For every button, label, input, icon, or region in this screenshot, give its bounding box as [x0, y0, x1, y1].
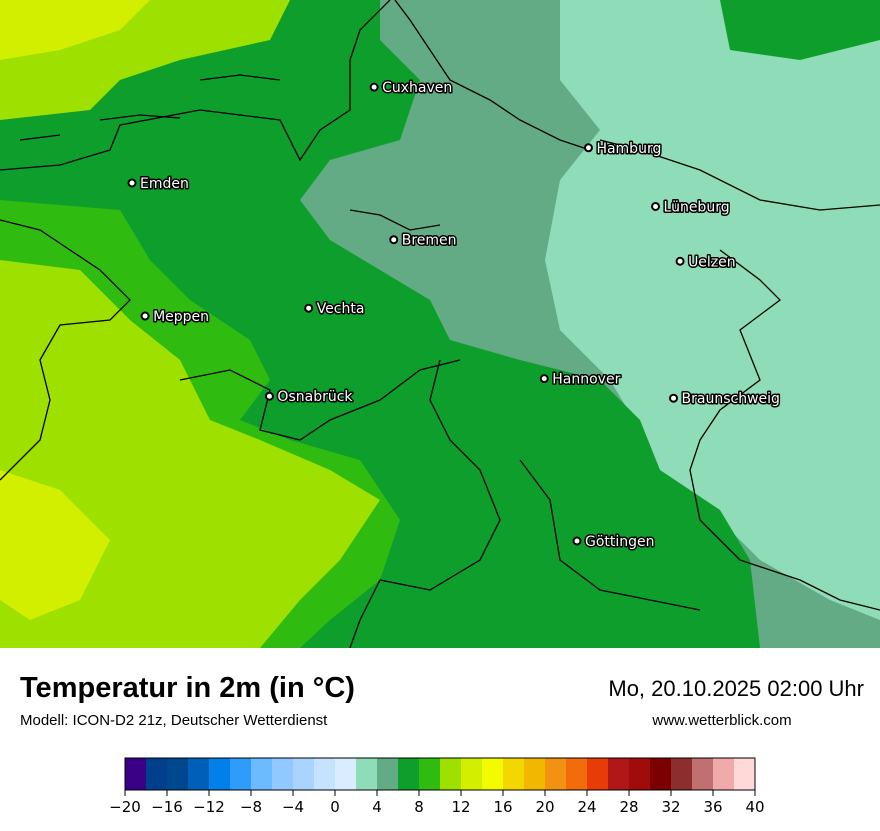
borders — [0, 0, 880, 648]
legend-swatch — [671, 758, 693, 790]
city-dot — [264, 391, 274, 401]
legend-swatch — [356, 758, 378, 790]
legend-tick-label: 8 — [414, 798, 424, 816]
city-label: Hannover — [552, 372, 620, 388]
legend-swatch — [251, 758, 273, 790]
city-label: Osnabrück — [277, 389, 353, 405]
legend-tick-label: −8 — [240, 798, 262, 816]
map-title: Temperatur in 2m (in °C) — [20, 672, 355, 704]
legend-swatch — [293, 758, 315, 790]
city-dot — [304, 303, 314, 313]
legend-tick-label: 16 — [493, 798, 512, 816]
legend-swatch — [734, 758, 756, 790]
city-dot — [127, 178, 137, 188]
legend-tick-label: 24 — [577, 798, 596, 816]
color-legend: −20 −16 −12 −8 −4 0 4 8 12 16 20 24 28 32 36 40 — [100, 754, 780, 826]
city-dot — [389, 235, 399, 245]
legend-tick-label: 40 — [745, 798, 764, 816]
city-label: Vechta — [317, 301, 365, 317]
city-dot — [140, 311, 150, 321]
temperature-map[interactable]: Cuxhaven Hamburg Emden Lüneburg Bremen Uelzen… — [0, 0, 880, 648]
legend-tick-label: 4 — [372, 798, 382, 816]
legend-swatch — [608, 758, 630, 790]
legend-swatch — [503, 758, 525, 790]
website-link[interactable]: www.wetterblick.com — [652, 712, 792, 729]
temp-field-8c-ne — [720, 0, 880, 60]
legend-swatch — [419, 758, 441, 790]
city-dot — [572, 536, 582, 546]
city-markers: Cuxhaven Hamburg Emden Lüneburg Bremen Uelzen… — [127, 79, 781, 552]
legend-swatch — [566, 758, 588, 790]
city-dot — [539, 374, 549, 384]
legend-tick-label: −12 — [193, 798, 225, 816]
city-label: Meppen — [153, 309, 209, 325]
legend-swatch — [167, 758, 189, 790]
city-dot — [675, 256, 685, 266]
city-label: Cuxhaven — [382, 80, 452, 96]
city-label: Uelzen — [688, 254, 736, 270]
city-label: Hamburg — [596, 141, 661, 157]
temp-field-14c-sw — [0, 470, 110, 620]
legend-tick-label: 12 — [451, 798, 470, 816]
legend-tick-label: 20 — [535, 798, 554, 816]
legend-swatch — [545, 758, 567, 790]
legend-swatch — [272, 758, 294, 790]
legend-tick-label: −4 — [282, 798, 304, 816]
legend-tick-label: 28 — [619, 798, 638, 816]
legend-swatch — [125, 758, 147, 790]
legend-tick-label: 36 — [703, 798, 722, 816]
city-dot — [369, 82, 379, 92]
city-label: Emden — [140, 176, 189, 192]
legend-swatch — [398, 758, 420, 790]
legend-swatch — [482, 758, 504, 790]
city-label: Lüneburg — [664, 199, 730, 215]
legend-swatch — [440, 758, 462, 790]
legend-swatch — [650, 758, 672, 790]
legend-swatch — [209, 758, 231, 790]
temp-field-14c — [0, 0, 150, 60]
legend-swatch — [713, 758, 735, 790]
legend-swatch — [188, 758, 210, 790]
city-dot — [583, 143, 593, 153]
legend-swatch — [377, 758, 399, 790]
city-label: Bremen — [402, 233, 457, 249]
legend-swatch — [146, 758, 168, 790]
model-info: Modell: ICON-D2 21z, Deutscher Wetterdie… — [20, 712, 328, 729]
legend-swatch — [692, 758, 714, 790]
legend-tick-label: −16 — [151, 798, 183, 816]
legend-swatch — [587, 758, 609, 790]
legend-tick-label: 32 — [661, 798, 680, 816]
legend-swatch — [335, 758, 357, 790]
legend-colorbar: −20 −16 −12 −8 −4 0 4 8 12 16 20 24 28 32 36 40 — [109, 757, 765, 816]
legend-swatch — [461, 758, 483, 790]
legend-tick-label: −20 — [109, 798, 141, 816]
city-dot — [651, 201, 661, 211]
legend-tick-label: 0 — [330, 798, 340, 816]
map-canvas: Cuxhaven Hamburg Emden Lüneburg Bremen Uelzen… — [0, 0, 880, 648]
legend-swatch — [629, 758, 651, 790]
legend-border — [124, 757, 756, 791]
map-footer: Temperatur in 2m (in °C) Modell: ICON-D2… — [0, 648, 880, 830]
city-label: Braunschweig — [682, 391, 780, 407]
city-label: Göttingen — [585, 534, 655, 550]
legend-swatch — [230, 758, 252, 790]
legend-swatch — [314, 758, 336, 790]
legend-swatch — [524, 758, 546, 790]
forecast-datetime: Mo, 20.10.2025 02:00 Uhr — [608, 676, 864, 701]
city-dot — [669, 393, 679, 403]
